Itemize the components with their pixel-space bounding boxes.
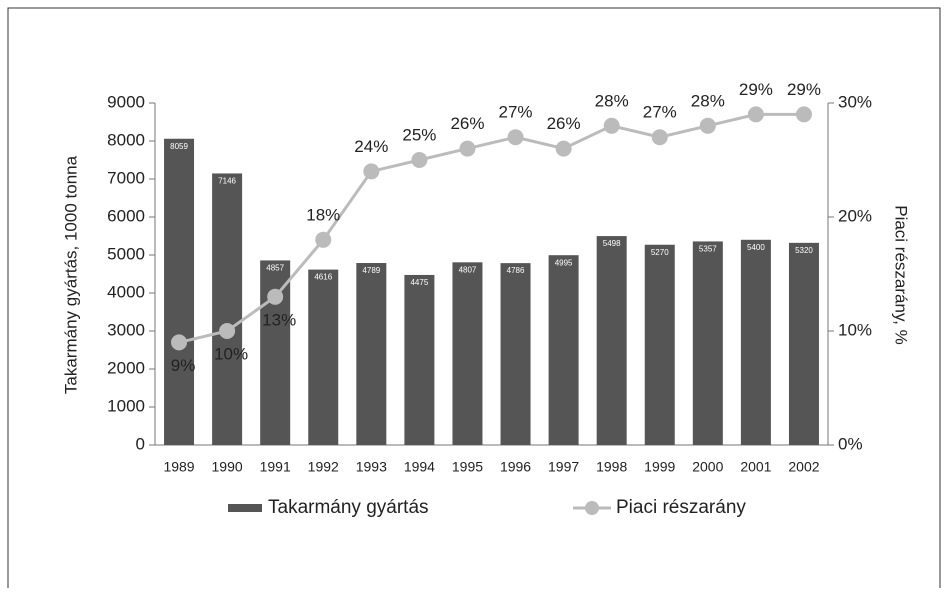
bar xyxy=(260,260,291,445)
bar xyxy=(596,236,627,445)
bar-value-label: 8059 xyxy=(170,142,188,151)
frame xyxy=(7,7,941,588)
y-tick-label: 8000 xyxy=(107,130,145,149)
legend-swatch xyxy=(228,504,262,512)
line-marker xyxy=(555,140,572,157)
bar-value-label: 4789 xyxy=(362,266,380,275)
line-value-label: 26% xyxy=(450,114,484,133)
line-marker xyxy=(651,129,668,146)
bar xyxy=(788,242,819,445)
bar-value-label: 4857 xyxy=(266,264,284,273)
x-tick-label: 1994 xyxy=(404,459,435,475)
bar xyxy=(740,239,771,445)
y2-tick-label: 0% xyxy=(838,434,863,453)
y-tick-label: 4000 xyxy=(107,282,145,301)
bar xyxy=(548,255,579,445)
x-tick-label: 1992 xyxy=(308,459,339,475)
line-marker xyxy=(315,231,332,248)
line-value-label: 28% xyxy=(595,91,629,110)
bar xyxy=(452,262,483,445)
y-tick-label: 5000 xyxy=(107,244,145,263)
x-tick-label: 1996 xyxy=(500,459,531,475)
bar xyxy=(404,274,435,445)
line-value-label: 25% xyxy=(402,125,436,144)
bar-value-label: 7146 xyxy=(218,177,236,186)
legend-label: Piaci részarány xyxy=(616,497,746,518)
bar-value-label: 4475 xyxy=(410,278,428,287)
y2-tick-label: 20% xyxy=(838,206,872,225)
x-tick-label: 1998 xyxy=(596,459,627,475)
y-axis-title: Takarmány gyártás, 1000 tonna xyxy=(61,155,80,394)
bar-value-label: 5400 xyxy=(747,243,765,252)
bar xyxy=(644,244,675,445)
line-value-label: 18% xyxy=(306,205,340,224)
line-marker xyxy=(267,288,284,305)
y2-tick-label: 30% xyxy=(838,92,872,111)
bar-value-label: 5320 xyxy=(795,246,813,255)
y-tick-label: 1000 xyxy=(107,396,145,415)
x-tick-label: 2000 xyxy=(692,459,723,475)
bar-value-label: 5270 xyxy=(651,248,669,257)
bar-value-label: 5498 xyxy=(603,239,621,248)
line-value-label: 10% xyxy=(214,344,248,363)
bar xyxy=(692,241,723,445)
line-value-label: 28% xyxy=(691,91,725,110)
line-marker xyxy=(507,129,524,146)
line-marker xyxy=(795,106,812,123)
line-marker xyxy=(459,140,476,157)
x-tick-label: 2001 xyxy=(740,459,771,475)
x-tick-label: 2002 xyxy=(788,459,819,475)
bar xyxy=(356,263,387,445)
y-tick-label: 9000 xyxy=(107,92,145,111)
line-value-label: 29% xyxy=(739,80,773,99)
bar xyxy=(308,269,339,445)
line-marker xyxy=(411,152,428,168)
line-marker xyxy=(363,163,380,180)
y-tick-label: 6000 xyxy=(107,206,145,225)
x-tick-label: 1995 xyxy=(452,459,483,475)
x-tick-label: 1991 xyxy=(260,459,291,475)
y-tick-label: 3000 xyxy=(107,320,145,339)
bar-value-label: 4995 xyxy=(555,258,573,267)
x-tick-label: 1997 xyxy=(548,459,579,475)
x-tick-label: 1989 xyxy=(163,459,194,475)
x-tick-label: 1990 xyxy=(212,459,243,475)
bar xyxy=(212,173,243,445)
line-value-label: 13% xyxy=(262,310,296,329)
line-marker xyxy=(747,106,764,123)
legend-label: Takarmány gyártás xyxy=(268,497,429,518)
line-marker xyxy=(699,117,716,134)
line xyxy=(178,112,804,344)
line-marker xyxy=(603,117,620,134)
legend-swatch xyxy=(585,501,599,515)
line-value-label: 24% xyxy=(354,137,388,156)
line-marker xyxy=(171,334,188,351)
line-value-label: 26% xyxy=(547,114,581,133)
bar xyxy=(500,263,531,445)
y-tick-label: 0 xyxy=(136,434,145,453)
bar-value-label: 4786 xyxy=(507,266,525,275)
line-value-label: 27% xyxy=(643,103,677,122)
y2-axis-title: Piaci részarány, % xyxy=(892,205,911,345)
x-tick-label: 1999 xyxy=(644,459,675,475)
bar-value-label: 5357 xyxy=(699,245,717,254)
line-value-label: 27% xyxy=(499,103,533,122)
line-value-label: 29% xyxy=(787,80,821,99)
bar-value-label: 4616 xyxy=(314,273,332,282)
x-tick-label: 1993 xyxy=(356,459,387,475)
line-value-label: 9% xyxy=(171,356,196,375)
bar xyxy=(164,138,195,445)
line-marker xyxy=(219,323,236,339)
y-tick-label: 2000 xyxy=(107,358,145,377)
bar-value-label: 4807 xyxy=(459,265,477,274)
y2-tick-label: 10% xyxy=(838,320,872,339)
y-tick-label: 7000 xyxy=(107,168,145,187)
